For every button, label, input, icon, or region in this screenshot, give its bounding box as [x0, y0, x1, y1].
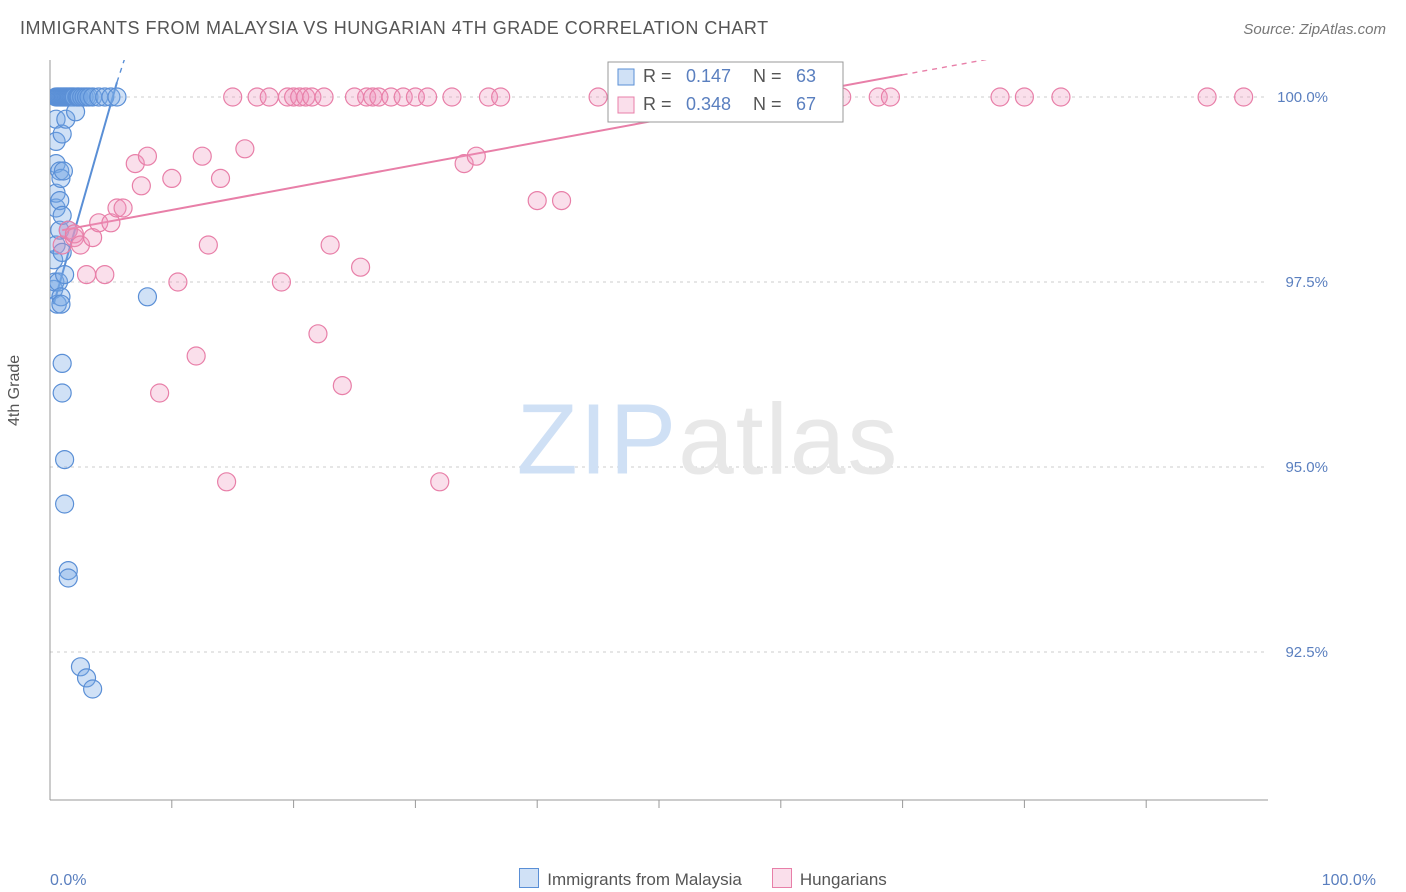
source: Source: ZipAtlas.com	[1243, 21, 1386, 38]
legend-item-a: Immigrants from Malaysia	[519, 868, 742, 890]
svg-text:0.348: 0.348	[686, 94, 731, 114]
svg-text:92.5%: 92.5%	[1285, 644, 1328, 661]
svg-text:100.0%: 100.0%	[1277, 89, 1328, 106]
svg-text:R =: R =	[643, 66, 672, 86]
bottom-legend: Immigrants from Malaysia Hungarians	[0, 868, 1406, 890]
source-name: ZipAtlas.com	[1299, 21, 1386, 38]
legend-label-b: Hungarians	[800, 870, 887, 889]
legend-label-a: Immigrants from Malaysia	[547, 870, 742, 889]
title-bar: IMMIGRANTS FROM MALAYSIA VS HUNGARIAN 4T…	[20, 18, 1386, 39]
svg-text:95.0%: 95.0%	[1285, 459, 1328, 476]
y-axis-title: 4th Grade	[6, 355, 24, 426]
legend-item-b: Hungarians	[772, 868, 887, 890]
svg-text:N =: N =	[753, 94, 782, 114]
chart-title: IMMIGRANTS FROM MALAYSIA VS HUNGARIAN 4T…	[20, 18, 769, 39]
scatter-svg: 92.5% 95.0% 97.5% 100.0% R = 0.147 N = 63 R = 0.3…	[48, 50, 1368, 830]
legend-swatch-a	[519, 868, 539, 888]
svg-text:N =: N =	[753, 66, 782, 86]
plot-area: 92.5% 95.0% 97.5% 100.0% R = 0.147 N = 63 R = 0.3…	[48, 50, 1368, 830]
svg-text:R =: R =	[643, 94, 672, 114]
legend-swatch-b	[772, 868, 792, 888]
source-label: Source:	[1243, 21, 1295, 38]
svg-text:97.5%: 97.5%	[1285, 274, 1328, 291]
svg-text:63: 63	[796, 66, 816, 86]
svg-text:67: 67	[796, 94, 816, 114]
svg-text:0.147: 0.147	[686, 66, 731, 86]
